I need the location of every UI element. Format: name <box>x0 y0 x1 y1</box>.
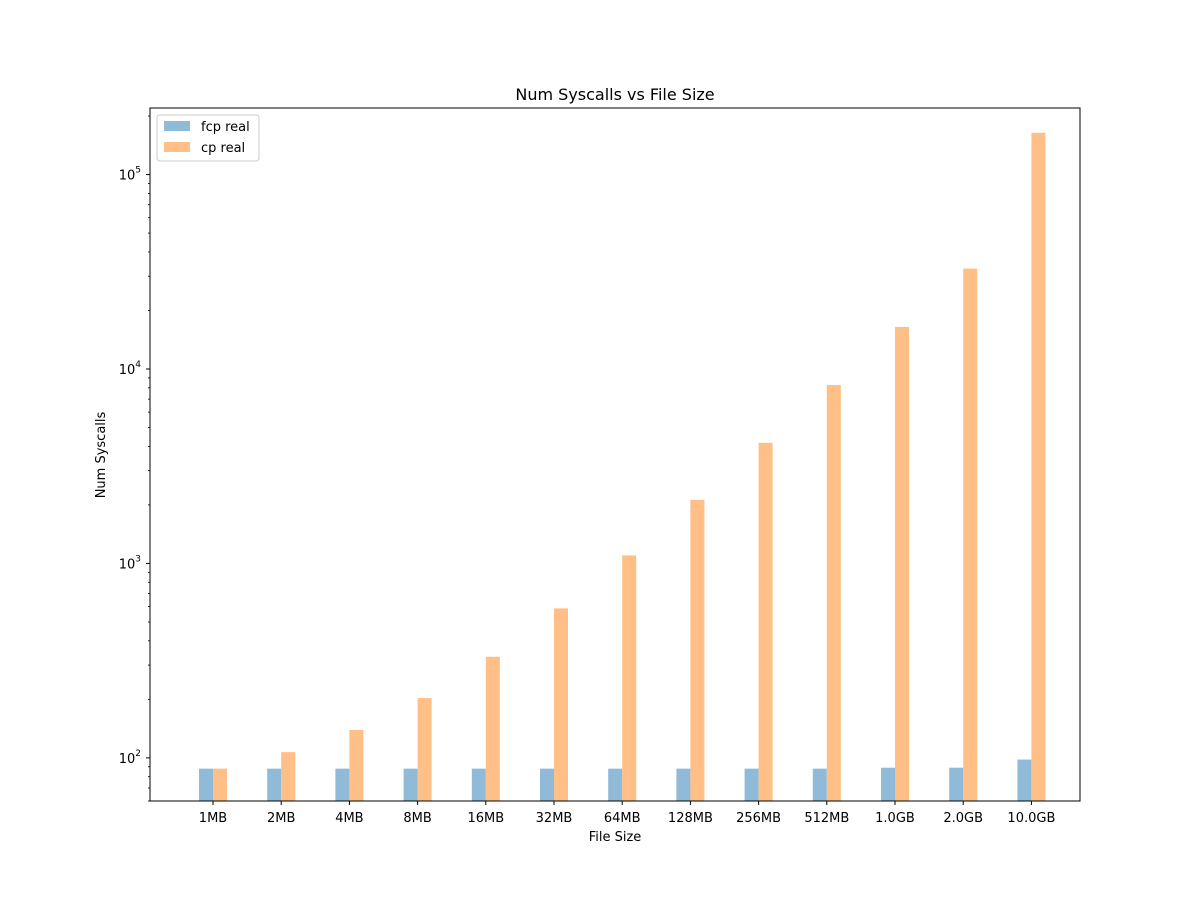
x-tick-label: 1MB <box>199 811 227 826</box>
x-tick-label: 2.0GB <box>943 811 983 826</box>
x-tick-label: 4MB <box>335 811 363 826</box>
x-tick-label: 10.0GB <box>1007 811 1055 826</box>
bar-cp-256mb <box>758 442 773 801</box>
bar-fcp-256mb <box>744 768 759 801</box>
bars-group <box>199 132 1046 802</box>
x-tick-label: 8MB <box>403 811 431 826</box>
bar-cp-32mb <box>554 608 568 801</box>
x-axis-label: File Size <box>589 830 642 845</box>
bar-cp-2-0gb <box>963 268 978 802</box>
chart-title: Num Syscalls vs File Size <box>515 85 714 104</box>
bar-cp-8mb <box>417 698 432 801</box>
bar-cp-2mb <box>281 752 296 801</box>
bar-fcp-64mb <box>608 768 623 801</box>
x-tick-label: 256MB <box>736 811 781 826</box>
plot-area-frame <box>149 107 1081 802</box>
bar-fcp-8mb <box>403 768 418 801</box>
legend-swatch-fcp <box>164 121 190 131</box>
x-tick-label: 64MB <box>604 811 641 826</box>
legend-label-cp: cp real <box>201 141 245 156</box>
y-tick-label: 105 <box>119 166 141 184</box>
bar-cp-16mb <box>485 656 500 801</box>
x-tick-label: 32MB <box>536 811 573 826</box>
legend-label-fcp: fcp real <box>201 120 250 135</box>
legend-swatch-cp <box>164 142 190 152</box>
bar-fcp-4mb <box>335 768 350 801</box>
bar-cp-1-0gb <box>895 326 909 801</box>
bar-fcp-32mb <box>540 768 554 801</box>
bar-cp-10-0gb <box>1031 132 1046 801</box>
x-ticks-group: 1MB 2MB 4MB 8MB 16MB 32MB 64MB 128MB 256MB 512MB 1… <box>199 801 1055 826</box>
y-ticks-group: 102 103 104 105 <box>119 115 150 802</box>
bar-cp-4mb <box>349 730 364 801</box>
x-tick-label: 2MB <box>267 811 295 826</box>
bar-cp-128mb <box>690 499 705 801</box>
bar-cp-512mb <box>826 385 841 801</box>
x-tick-label: 512MB <box>804 811 849 826</box>
legend: fcp real cp real <box>156 114 260 162</box>
bar-fcp-512mb <box>812 768 827 801</box>
y-tick-label: 103 <box>119 554 141 572</box>
y-axis-label: Num Syscalls <box>94 411 109 498</box>
bar-fcp-10-0gb <box>1017 759 1032 801</box>
bar-fcp-1-0gb <box>881 767 895 801</box>
bar-fcp-2-0gb <box>949 767 964 801</box>
y-tick-label: 104 <box>119 360 142 378</box>
bar-cp-64mb <box>622 555 637 801</box>
bar-fcp-16mb <box>471 768 486 801</box>
bar-fcp-128mb <box>676 768 691 801</box>
bar-cp-1mb <box>213 768 227 801</box>
x-tick-label: 16MB <box>467 811 504 826</box>
bar-fcp-2mb <box>267 768 282 801</box>
bar-fcp-1mb <box>199 768 213 801</box>
x-tick-label: 1.0GB <box>875 811 915 826</box>
y-tick-label: 102 <box>119 749 141 767</box>
x-tick-label: 128MB <box>668 811 713 826</box>
